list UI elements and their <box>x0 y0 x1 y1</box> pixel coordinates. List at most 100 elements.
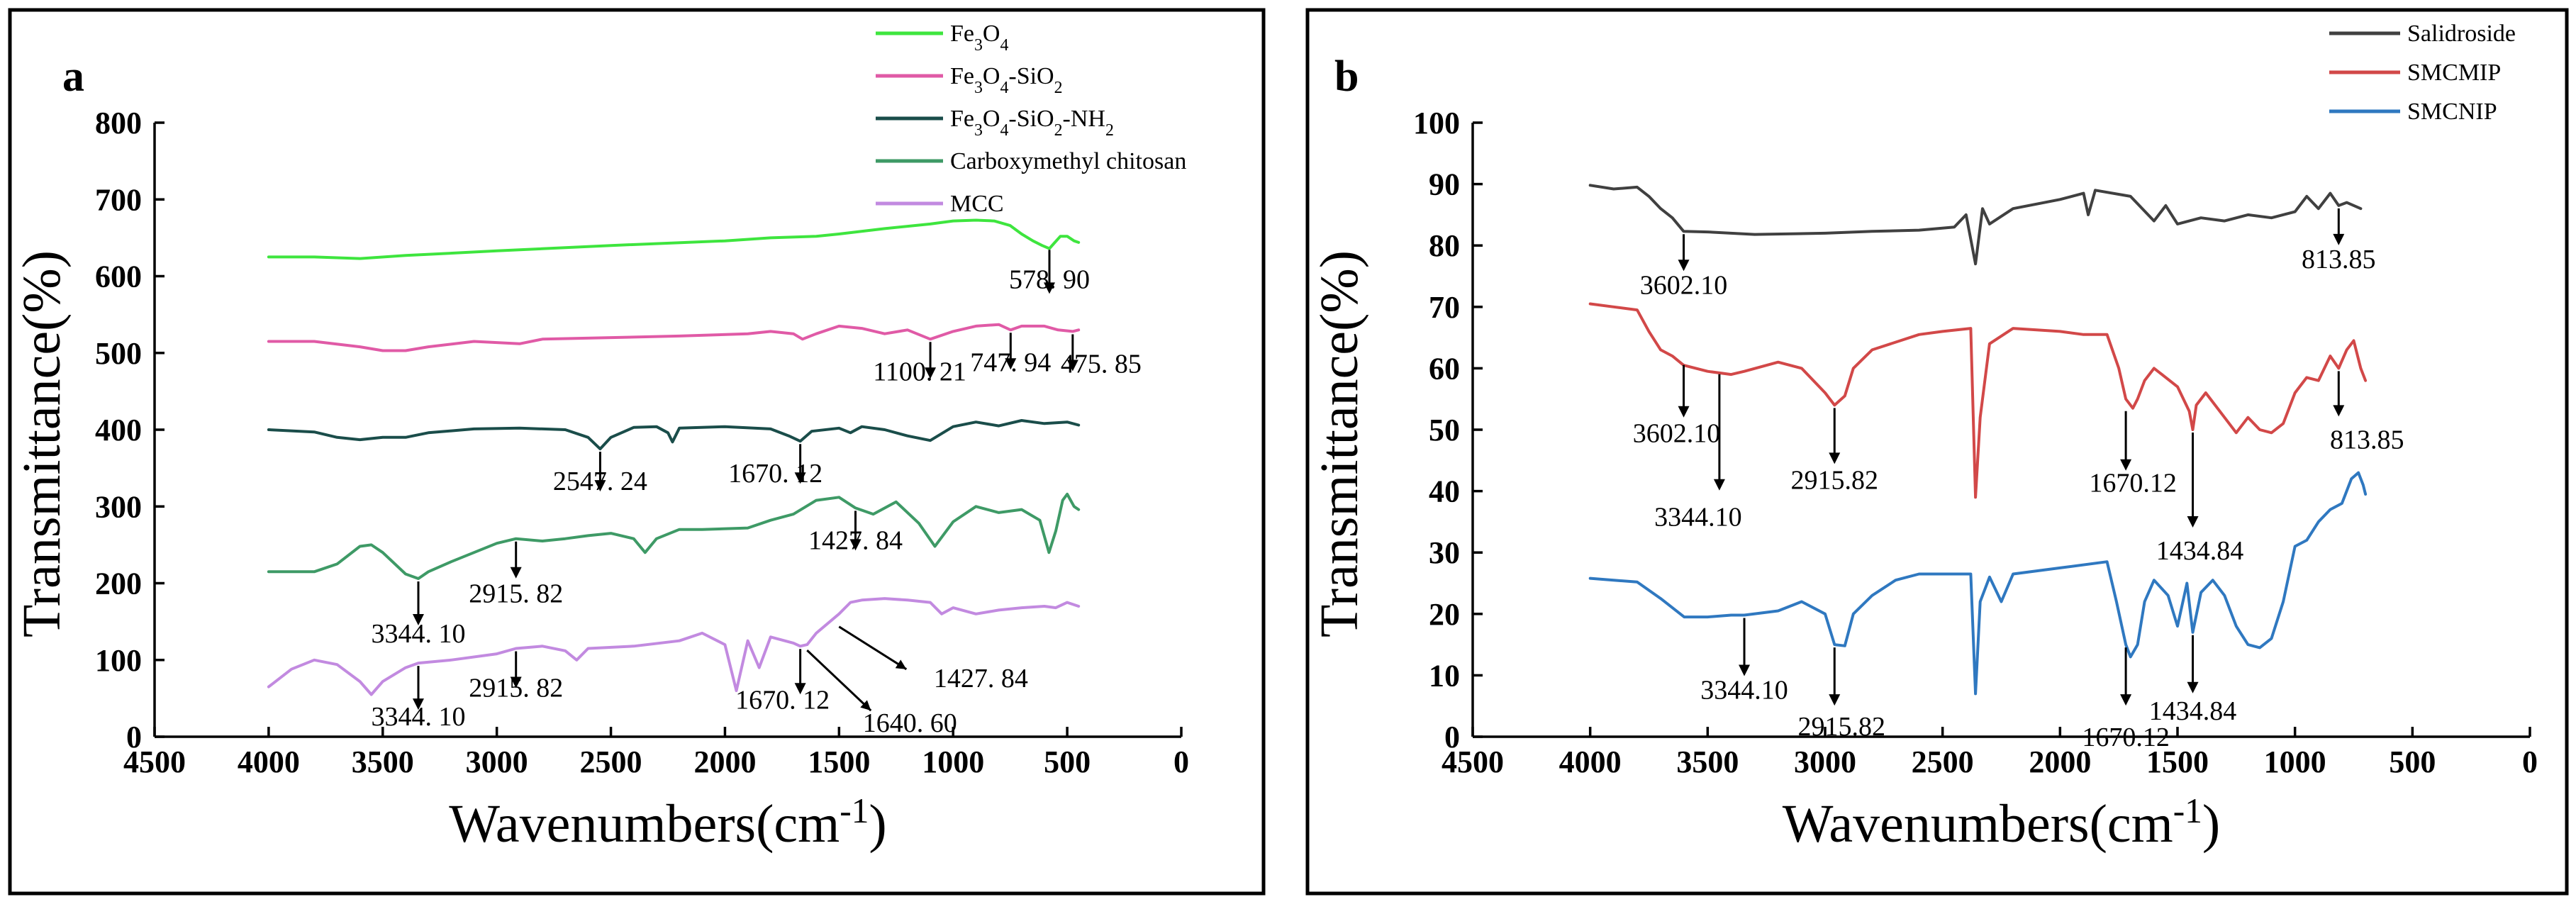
peak-label: 1670. 12 <box>735 685 830 715</box>
annotation-arrow <box>806 650 872 712</box>
y-tick-label: 100 <box>95 643 142 678</box>
x-tick-label: 4000 <box>238 745 300 779</box>
x-tick-label: 2500 <box>580 745 642 779</box>
x-axis-title: Wavenumbers(cm-1) <box>449 791 886 854</box>
series-line <box>1588 184 2363 266</box>
peak-label: 2547. 24 <box>553 467 647 496</box>
legend-label: MCC <box>950 191 1004 217</box>
y-tick-label: 90 <box>1429 167 1460 202</box>
annotation-arrowhead <box>510 567 522 579</box>
y-tick-label: 100 <box>1413 106 1460 140</box>
peak-label: 1100. 21 <box>873 357 966 386</box>
peak-label: 1434.84 <box>2156 536 2244 566</box>
y-tick-label: 600 <box>95 260 142 294</box>
y-tick-label: 40 <box>1429 474 1460 509</box>
peak-label: 3344.10 <box>1700 676 1788 706</box>
annotation-arrowhead <box>1713 479 1725 491</box>
series-line <box>267 218 1081 260</box>
annotation-arrowhead <box>794 472 806 484</box>
peak-label: 578. 90 <box>1009 264 1090 294</box>
peak-label: 3602.10 <box>1633 419 1721 449</box>
peak-label: 813.85 <box>2302 245 2376 274</box>
annotation-arrowhead <box>849 539 862 551</box>
series-line <box>1588 471 2368 696</box>
x-tick-label: 4500 <box>1442 745 1504 779</box>
peak-label: 1427. 84 <box>808 525 903 555</box>
peak-label: 3344. 10 <box>371 702 465 732</box>
peak-label: 747. 94 <box>970 347 1051 377</box>
y-tick-label: 300 <box>95 489 142 524</box>
panel-a-frame <box>8 8 1266 896</box>
annotation-arrowhead <box>2187 516 2199 528</box>
series-line <box>267 597 1081 696</box>
legend-label: Salidroside <box>2407 21 2516 47</box>
peak-label: 2915. 82 <box>469 579 563 609</box>
peak-label: 1640. 60 <box>863 708 957 738</box>
annotation-arrowhead <box>925 367 937 379</box>
annotation-arrowhead <box>860 700 871 711</box>
peak-label: 3602.10 <box>1640 270 1728 300</box>
annotation-arrowhead <box>1066 360 1078 372</box>
peak-label: 2915.82 <box>1791 465 1879 495</box>
peak-label: 1427. 84 <box>934 664 1028 693</box>
y-tick-label: 80 <box>1429 228 1460 263</box>
annotation-arrowhead <box>2187 681 2199 693</box>
annotation-arrowhead <box>1678 260 1690 272</box>
x-tick-label: 3500 <box>1676 745 1739 779</box>
x-tick-label: 2500 <box>1912 745 1974 779</box>
series-line <box>267 323 1081 352</box>
annotation-arrowhead <box>510 676 522 689</box>
y-tick-label: 700 <box>95 182 142 217</box>
x-tick-label: 3000 <box>466 745 528 779</box>
peak-label: 3344. 10 <box>371 619 465 649</box>
x-tick-label: 1500 <box>808 745 870 779</box>
y-tick-label: 50 <box>1429 413 1460 447</box>
y-tick-label: 400 <box>95 413 142 447</box>
x-tick-label: 1500 <box>2146 745 2209 779</box>
legend-label: Fe3O4 <box>950 21 1008 55</box>
x-tick-label: 2000 <box>2029 745 2091 779</box>
annotation-arrowhead <box>594 480 606 492</box>
peak-label: 1670.12 <box>2082 723 2170 752</box>
panel-b: b 4500 4000 3500 3000 2500 2000 1500 1000 500 0 0 10… <box>1310 21 2538 854</box>
annotation-arrowhead <box>2120 459 2132 471</box>
peak-label: 1670. 12 <box>728 459 823 489</box>
panel-a: a 4500 4000 3500 3000 2500 2000 1500 1000 500 0 0 10… <box>12 21 1189 854</box>
legend-label: SMCNIP <box>2407 99 2497 125</box>
peak-label: 1670.12 <box>2089 469 2177 498</box>
legend-label: SMCMIP <box>2407 60 2501 86</box>
x-tick-label: 500 <box>2389 745 2436 779</box>
annotation-arrowhead <box>2333 405 2345 417</box>
annotation-arrowhead <box>1005 358 1017 370</box>
x-axis-title: Wavenumbers(cm-1) <box>1783 791 2220 854</box>
x-tick-label: 3500 <box>352 745 414 779</box>
y-tick-label: 60 <box>1429 351 1460 386</box>
legend-label: Fe3O4-SiO2-NH2 <box>950 106 1114 140</box>
y-tick-label: 20 <box>1429 597 1460 632</box>
annotation-arrowhead <box>1829 694 1841 706</box>
panel-letter: a <box>62 52 84 101</box>
y-axis-title: Transmittance(%) <box>12 250 72 637</box>
annotation-arrowhead <box>1678 406 1690 418</box>
annotation-arrow <box>838 625 908 671</box>
annotation-arrowhead <box>1739 664 1751 676</box>
annotation-arrowhead <box>1044 282 1056 294</box>
peak-label: 2915.82 <box>1798 712 1886 742</box>
annotation-arrowhead <box>2333 233 2345 245</box>
x-tick-label: 1000 <box>922 745 984 779</box>
series-line <box>267 419 1081 451</box>
y-tick-label: 10 <box>1429 658 1460 693</box>
y-tick-label: 0 <box>126 720 142 754</box>
x-tick-label: 0 <box>1173 745 1189 779</box>
x-tick-label: 0 <box>2522 745 2538 779</box>
peak-label: 3344.10 <box>1654 503 1742 533</box>
x-tick-label: 4000 <box>1559 745 1622 779</box>
panel-b-frame <box>1305 8 2569 896</box>
annotation-arrowhead <box>895 659 907 669</box>
x-tick-label: 3000 <box>1794 745 1856 779</box>
x-tick-label: 2000 <box>693 745 756 779</box>
peak-label: 1434.84 <box>2149 696 2237 726</box>
y-tick-label: 30 <box>1429 535 1460 570</box>
annotation-arrowhead <box>794 683 806 695</box>
